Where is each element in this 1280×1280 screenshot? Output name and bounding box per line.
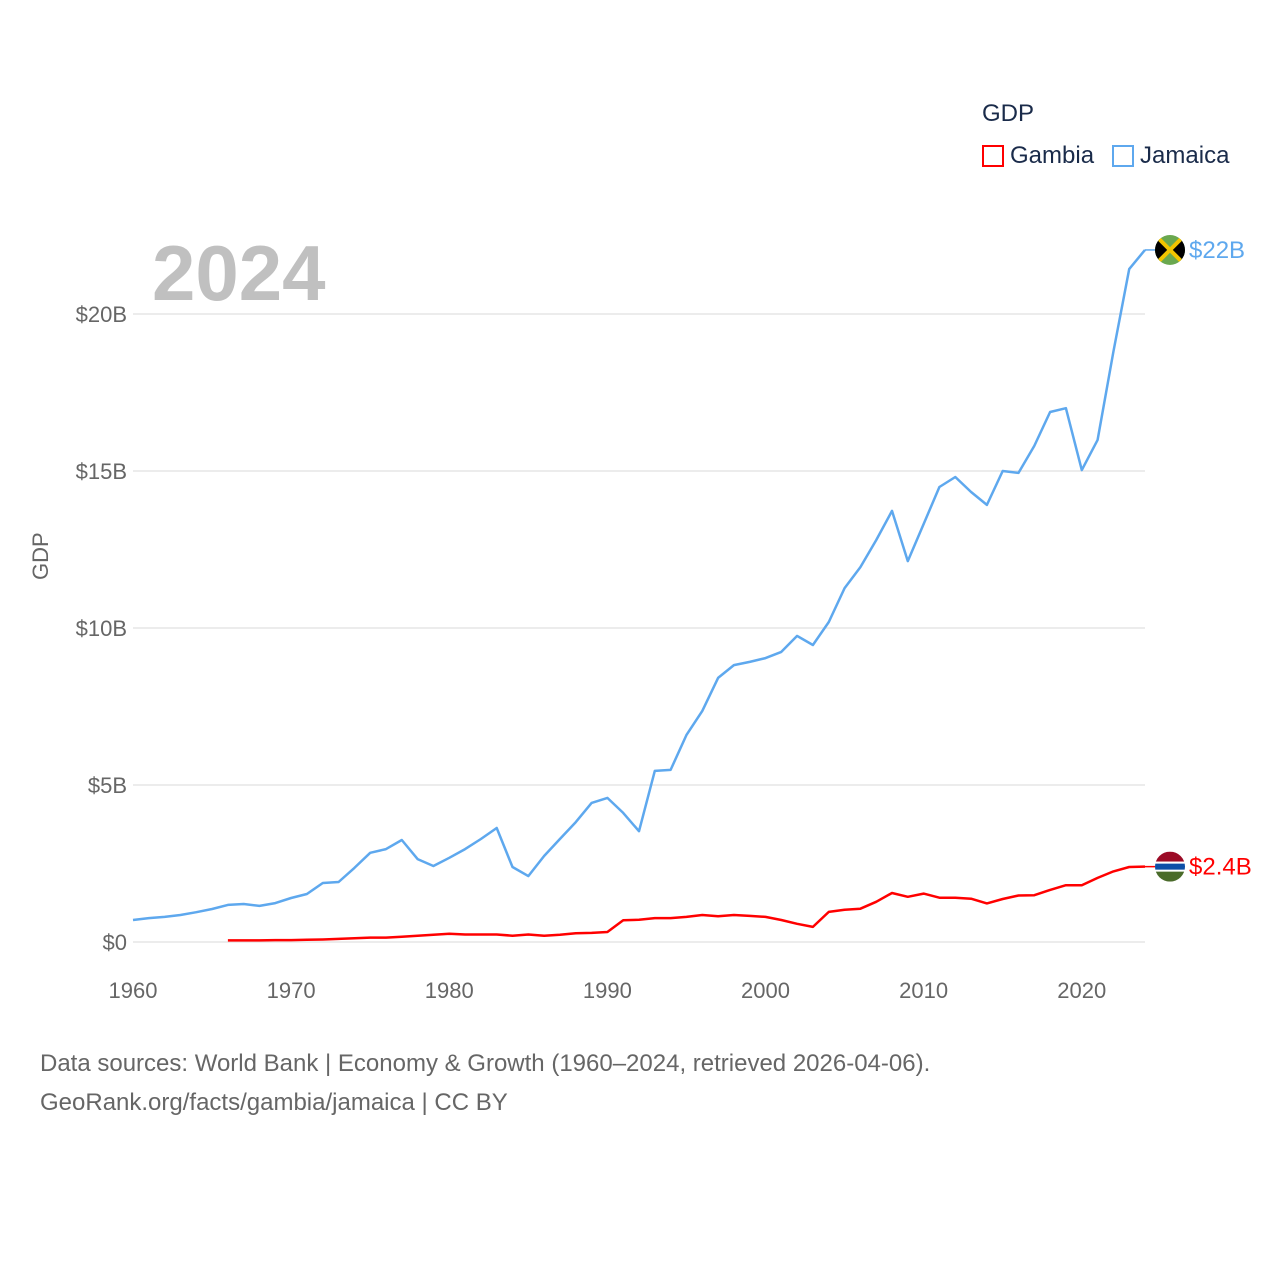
current-year-label: 2024	[152, 229, 326, 317]
flag-saltire	[1155, 234, 1185, 265]
y-tick-label: $15B	[76, 459, 127, 484]
legend-label: Jamaica	[1140, 142, 1230, 169]
series-line-gambia	[227, 865, 1146, 942]
x-tick-label: 1960	[109, 978, 158, 1003]
y-tick-label: $5B	[88, 773, 127, 798]
legend-item-jamaica[interactable]: Jamaica	[1112, 142, 1229, 170]
source-note: Data sources: World Bank | Economy & Gro…	[40, 1044, 930, 1122]
source-line-1: Data sources: World Bank | Economy & Gro…	[40, 1050, 931, 1077]
end-value-label: $2.4B	[1189, 854, 1252, 881]
y-tick-label: $10B	[76, 616, 127, 641]
legend-swatch-gambia	[982, 145, 1004, 167]
legend-swatch-jamaica	[1112, 145, 1135, 167]
flag-stripe-blue	[1155, 863, 1185, 870]
legend-item-gambia[interactable]: Gambia	[982, 142, 1094, 170]
x-tick-label: 1990	[583, 978, 632, 1003]
flag-body	[1155, 851, 1185, 882]
x-tick-label: 2010	[899, 978, 948, 1003]
y-tick-label: $0	[103, 930, 127, 955]
flag-fly	[1170, 234, 1185, 265]
x-tick-label: 1970	[267, 978, 316, 1003]
y-axis-label: GDP	[28, 532, 53, 580]
flag-body	[1155, 234, 1185, 265]
x-tick-label: 2000	[741, 978, 790, 1003]
jamaica-flag-icon	[1155, 234, 1185, 265]
x-tick-label: 1980	[425, 978, 474, 1003]
legend-title: GDP	[982, 100, 1035, 127]
legend: Gambia Jamaica	[982, 142, 1229, 170]
end-value-label: $22B	[1189, 237, 1245, 264]
flag-stripe-red	[1155, 851, 1185, 862]
legend-label: Gambia	[1010, 142, 1095, 169]
x-tick-label: 2020	[1057, 978, 1106, 1003]
gambia-flag-icon	[1155, 851, 1185, 882]
source-line-2[interactable]: GeoRank.org/facts/gambia/jamaica | CC BY	[40, 1089, 508, 1116]
flag-hoist	[1155, 234, 1170, 265]
y-tick-label: $20B	[76, 302, 127, 327]
series-line-jamaica	[132, 249, 1146, 922]
flag-stripe-green	[1155, 871, 1185, 882]
